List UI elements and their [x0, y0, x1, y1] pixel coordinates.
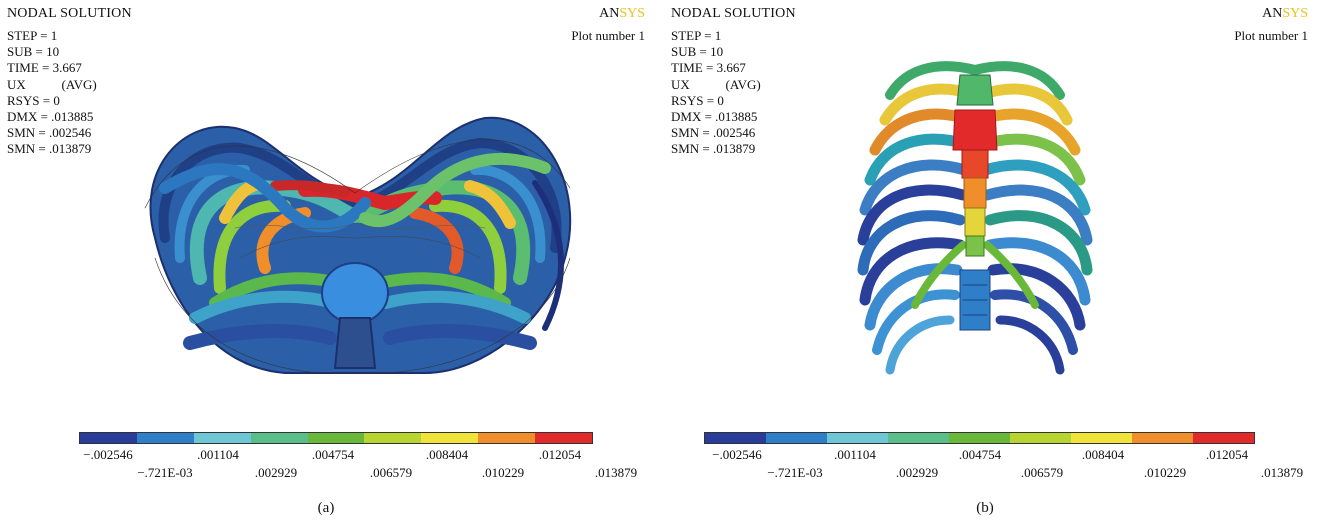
color-scale-bar: [704, 432, 1255, 444]
stat-sub: SUB = 10: [671, 44, 724, 60]
plot-number: Plot number 1: [1234, 28, 1308, 43]
stat-dmx: DMX = .013885: [7, 109, 94, 125]
plot-title: NODAL SOLUTION: [7, 6, 132, 21]
stat-step: STEP = 1: [671, 28, 722, 43]
tick-label: .001104: [834, 447, 876, 462]
tick-label: .012054: [538, 447, 582, 462]
stat-rsys: RSYS = 0: [7, 92, 60, 108]
scale-swatch: [1071, 433, 1132, 443]
scale-swatch: [705, 433, 766, 443]
tick-label: .002929: [254, 465, 298, 480]
scale-swatch: [888, 433, 949, 443]
tick-label: −.721E-03: [767, 465, 823, 480]
scale-swatch: [949, 433, 1010, 443]
scale-swatch: [193, 433, 251, 443]
tick-label: .010229: [481, 465, 525, 480]
scale-swatch: [1010, 433, 1071, 443]
stat-time: TIME = 3.667: [7, 60, 82, 76]
tick-label: .004754: [958, 447, 1002, 462]
scale-swatch: [1193, 433, 1254, 443]
ribcage-front-view-image: [857, 61, 1093, 375]
stat-smn: SMN = .002546: [7, 125, 92, 141]
scale-swatch: [307, 433, 365, 443]
tick-label: .006579: [1020, 465, 1064, 480]
solution-stats: STEP = 1 SUB = 10 TIME = 3.667 UX (AVG) …: [671, 28, 761, 158]
tick-label: .002929: [895, 465, 939, 480]
tick-label: .012054: [1205, 447, 1249, 462]
stat-smn: SMN = .002546: [671, 125, 756, 141]
scale-swatch: [421, 433, 479, 443]
scale-swatch: [250, 433, 308, 443]
plot-panel-a: NODAL SOLUTION ANSYS Plot number 1 STEP …: [0, 6, 660, 516]
scale-swatch: [1132, 433, 1193, 443]
stat-step: STEP = 1: [7, 28, 58, 43]
scale-swatch: [136, 433, 194, 443]
scale-swatch: [478, 433, 536, 443]
ansys-logo: ANSYS: [1262, 6, 1308, 21]
plot-number: Plot number 1: [571, 28, 645, 43]
tick-label: .008404: [1081, 447, 1125, 462]
tick-label: −.721E-03: [137, 465, 193, 480]
tick-label: .008404: [425, 447, 469, 462]
ribcage-top-view-image: [144, 116, 572, 374]
tick-label: .013879: [1260, 465, 1304, 480]
figure-caption: (a): [317, 500, 335, 516]
tick-label: .004754: [311, 447, 355, 462]
tick-label: −.002546: [83, 447, 133, 462]
tick-label: .001104: [197, 447, 239, 462]
plot-title: NODAL SOLUTION: [671, 6, 796, 21]
stat-smx: SMN = .013879: [7, 141, 92, 157]
solution-stats: STEP = 1 SUB = 10 TIME = 3.667 UX (AVG) …: [7, 28, 97, 158]
stat-smx: SMN = .013879: [671, 141, 756, 157]
scale-swatch: [364, 433, 422, 443]
stat-rsys: RSYS = 0: [671, 92, 724, 108]
stat-sub: SUB = 10: [7, 44, 60, 60]
ansys-logo: ANSYS: [599, 6, 645, 21]
plot-panel-b: NODAL SOLUTION ANSYS Plot number 1 STEP …: [660, 0, 1320, 526]
stat-component: UX (AVG): [7, 76, 97, 92]
scale-swatch: [766, 433, 827, 443]
scale-tick-labels: −.002546 .001104 .004754 .008404 .012054…: [660, 447, 1320, 487]
tick-label: .013879: [594, 465, 638, 480]
tick-label: .006579: [369, 465, 413, 480]
tick-label: −.002546: [712, 447, 762, 462]
figure-caption: (b): [976, 500, 994, 516]
stat-time: TIME = 3.667: [671, 60, 746, 76]
tick-label: .010229: [1143, 465, 1187, 480]
color-scale-bar: [79, 432, 593, 444]
scale-swatch: [535, 433, 593, 443]
scale-tick-labels: −.002546 .001104 .004754 .008404 .012054…: [0, 447, 660, 487]
stat-dmx: DMX = .013885: [671, 109, 758, 125]
stat-component: UX (AVG): [671, 76, 761, 92]
scale-swatch: [827, 433, 888, 443]
scale-swatch: [80, 433, 137, 443]
